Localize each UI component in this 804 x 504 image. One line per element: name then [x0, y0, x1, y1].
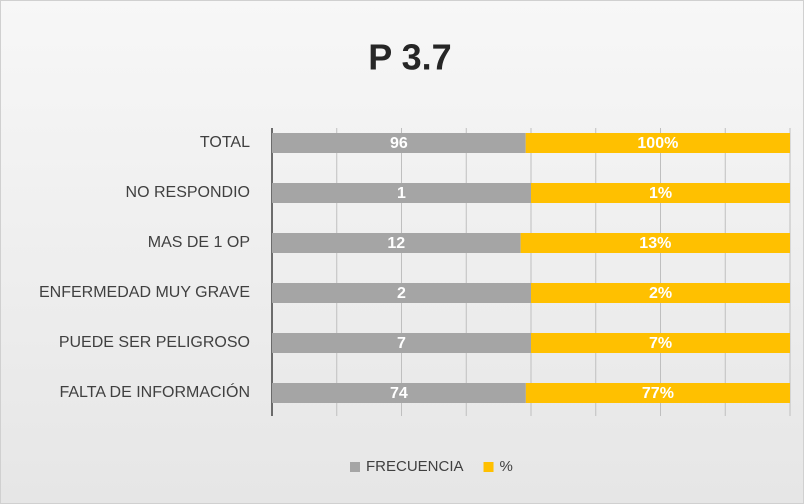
- bar-segment: [525, 133, 790, 153]
- bar-segment: [525, 383, 790, 403]
- bar-segment: [520, 233, 790, 253]
- data-label: 74: [390, 385, 408, 402]
- data-label: 12: [387, 235, 405, 252]
- y-tick-label: ENFERMEDAD MUY GRAVE: [39, 284, 250, 301]
- data-label: 2%: [649, 285, 672, 302]
- data-label: 2: [397, 285, 406, 302]
- bar-segment: [272, 183, 531, 203]
- y-tick-label: MAS DE 1 OP: [148, 234, 250, 251]
- y-tick-label: FALTA DE INFORMACIÓN: [59, 382, 250, 401]
- bar-segment: [272, 383, 526, 403]
- data-label: 77%: [642, 385, 674, 402]
- y-tick-label: TOTAL: [200, 134, 250, 151]
- bar-segment: [531, 283, 790, 303]
- legend-label: FRECUENCIA: [366, 458, 464, 475]
- data-label: 96: [390, 135, 408, 152]
- data-label: 7: [397, 335, 406, 352]
- y-tick-label: PUEDE SER PELIGROSO: [59, 334, 250, 351]
- bar-segment: [272, 283, 531, 303]
- bar-segment: [272, 133, 526, 153]
- bar-segment: [272, 333, 531, 353]
- legend-swatch: [350, 462, 360, 472]
- legend-swatch: [483, 462, 494, 472]
- bar-segment: [531, 183, 790, 203]
- data-label: 1: [397, 185, 406, 202]
- data-label: 7%: [649, 335, 672, 352]
- bar-segment: [531, 333, 790, 353]
- data-label: 13%: [639, 235, 671, 252]
- chart-title: P 3.7: [368, 37, 451, 78]
- data-label: 1%: [649, 185, 672, 202]
- bar-segment: [272, 233, 521, 253]
- y-tick-label: NO RESPONDIO: [126, 184, 250, 201]
- data-label: 100%: [637, 135, 678, 152]
- legend-label: %: [500, 458, 513, 475]
